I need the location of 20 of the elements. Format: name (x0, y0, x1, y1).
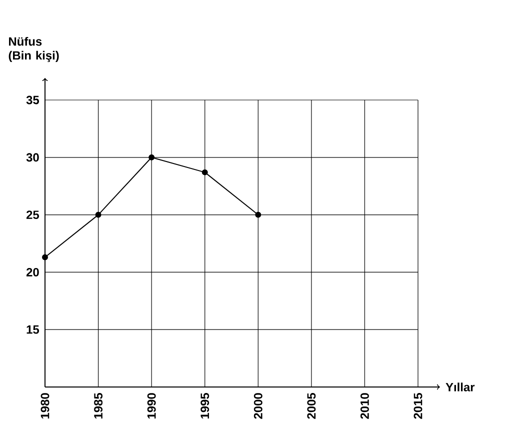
x-tick-label: 2005 (307, 392, 316, 419)
x-tick-label: 2000 (254, 393, 262, 419)
point (42, 254, 48, 260)
x-tick-label: 1995 (200, 392, 210, 418)
point (202, 169, 208, 176)
y-tick-label: 35 (26, 96, 40, 104)
point (95, 212, 102, 218)
x-axis-title: Yıllar (446, 382, 475, 392)
y-tick-label: 25 (26, 210, 40, 220)
x-tick-label: 2015 (414, 392, 422, 419)
point (255, 212, 262, 218)
y-tick-label: 15 (26, 325, 40, 334)
y-tick-label: 30 (26, 153, 39, 162)
x-tick-label: 1990 (147, 393, 156, 418)
x-tick-label: 2010 (360, 393, 369, 419)
x-tick-label: 1980 (40, 393, 50, 418)
y-axis-title: Nüfus (Bin kişi) (8, 36, 59, 62)
x-tick-label: 1985 (94, 392, 103, 418)
y-tick-label: 20 (26, 268, 39, 276)
point (148, 154, 155, 160)
